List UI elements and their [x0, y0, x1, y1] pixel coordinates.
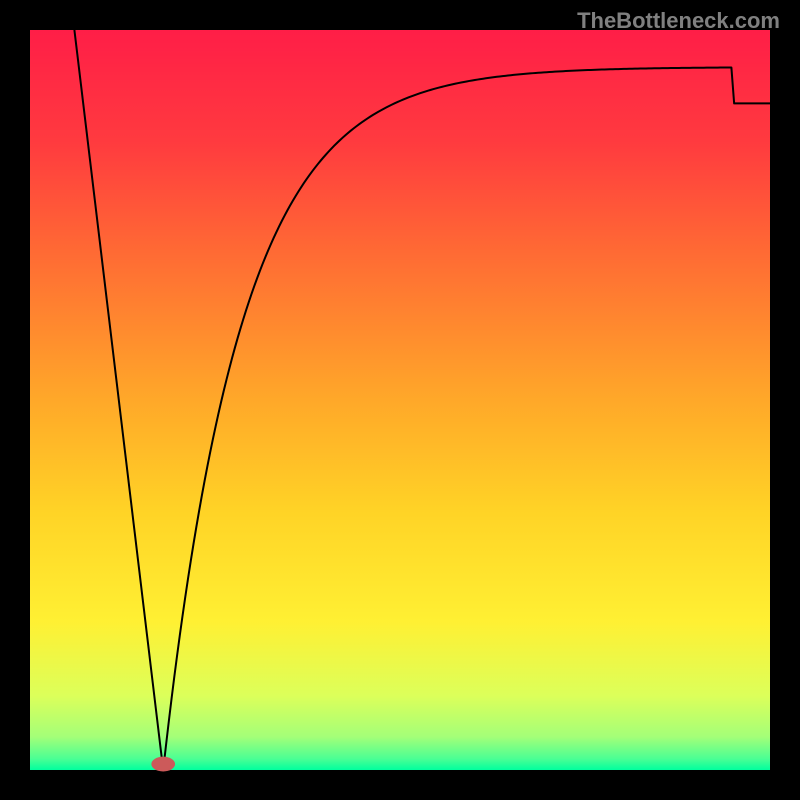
- optimal-point-marker: [151, 757, 175, 772]
- chart-container: TheBottleneck.com: [0, 0, 800, 800]
- plot-gradient-background: [30, 30, 770, 770]
- watermark-text: TheBottleneck.com: [577, 8, 780, 34]
- chart-svg: [0, 0, 800, 800]
